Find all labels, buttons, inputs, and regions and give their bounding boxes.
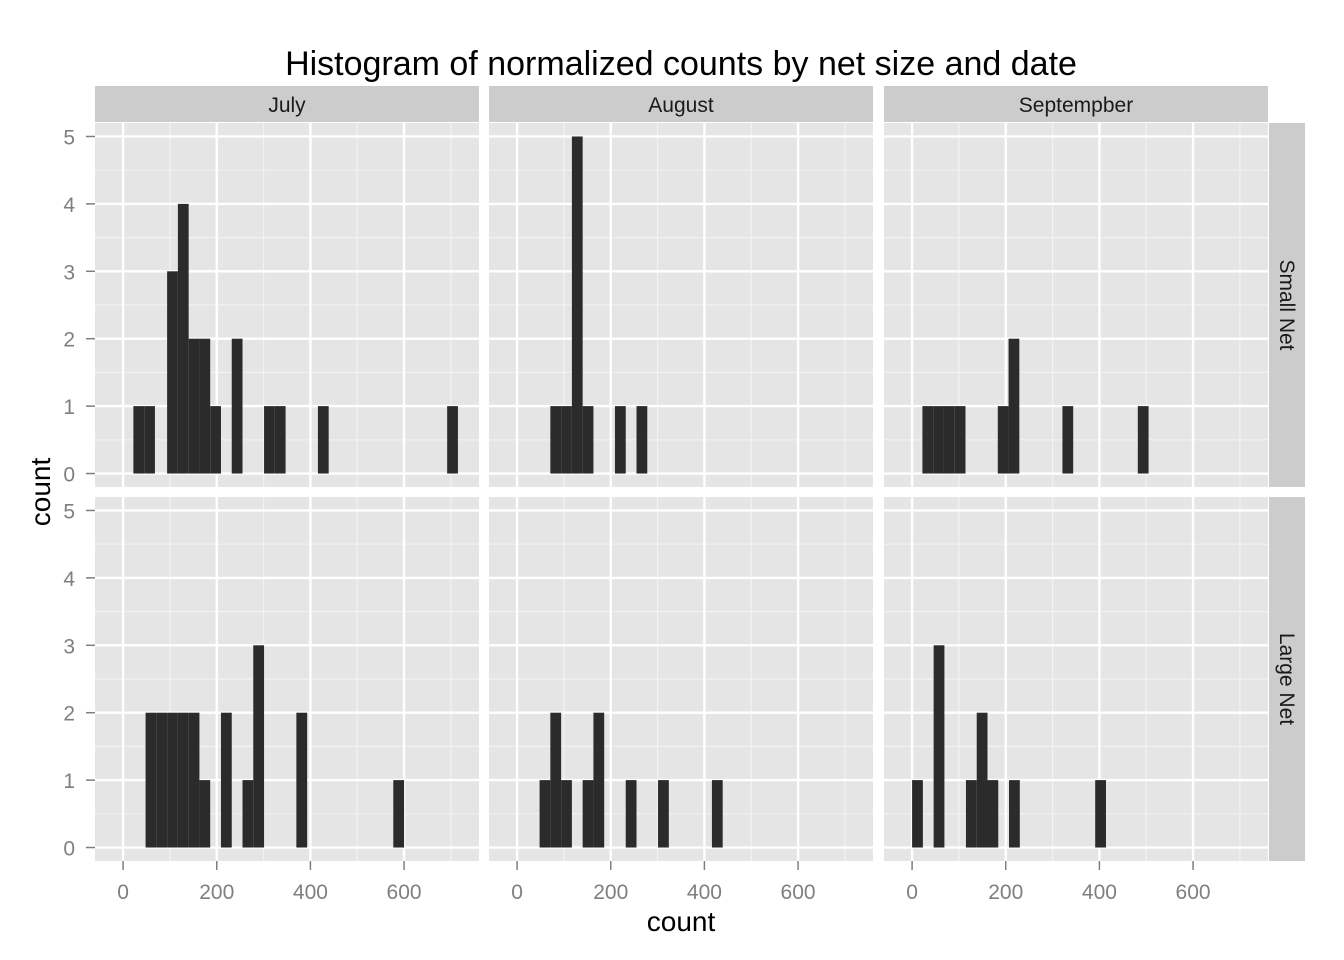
histogram-bar (1062, 406, 1074, 474)
histogram-bar (943, 406, 955, 474)
x-tick-label: 200 (593, 881, 628, 904)
x-tick-label: 400 (1082, 881, 1117, 904)
x-tick-label: 0 (511, 881, 523, 904)
histogram-bar (156, 712, 168, 848)
histogram-bar (144, 406, 155, 474)
histogram-bar (1009, 780, 1020, 848)
histogram-bar (933, 645, 945, 848)
histogram-bar (231, 338, 243, 474)
histogram-bar (561, 406, 572, 474)
histogram-bar (954, 406, 966, 474)
x-tick-label: 200 (199, 881, 234, 904)
histogram-bar (593, 712, 605, 848)
y-tick-label: 3 (63, 261, 75, 284)
row-strip (1269, 497, 1305, 861)
histogram-bar (933, 406, 944, 474)
histogram-bar (167, 271, 178, 474)
histogram-bar (539, 780, 551, 848)
y-tick-label: 4 (63, 568, 75, 591)
histogram-bar (133, 406, 145, 474)
x-axis-title: count (647, 906, 716, 937)
column-strip-label: August (648, 94, 714, 117)
histogram-bar (658, 780, 669, 848)
y-tick-label: 1 (63, 770, 75, 793)
histogram-bar (614, 406, 626, 474)
column-strip (95, 86, 479, 122)
y-tick-label: 1 (63, 396, 75, 419)
y-tick-label: 4 (63, 194, 75, 217)
histogram-bar (550, 712, 562, 848)
histogram-bar (177, 203, 189, 474)
facet-panel (884, 497, 1268, 861)
x-tick-label: 600 (781, 881, 816, 904)
histogram-bar (296, 712, 308, 848)
y-tick-label: 2 (63, 703, 75, 726)
histogram-bar (912, 780, 923, 848)
histogram-bar (188, 338, 200, 474)
histogram-bar (145, 712, 157, 848)
histogram-bar (220, 712, 232, 848)
x-tick-label: 0 (906, 881, 918, 904)
y-tick-label: 5 (63, 126, 75, 149)
x-tick-label: 0 (117, 881, 129, 904)
histogram-bar (210, 406, 221, 474)
y-tick-label: 3 (63, 635, 75, 658)
column-strip (884, 86, 1268, 122)
histogram-bar (199, 780, 211, 848)
y-tick-label: 5 (63, 500, 75, 523)
histogram-bar (188, 712, 200, 848)
histogram-bar (997, 406, 1009, 474)
x-tick-label: 200 (988, 881, 1023, 904)
histogram-bar (393, 780, 405, 848)
facet-panel (489, 497, 873, 861)
histogram-bar (274, 406, 286, 474)
histogram-bar (253, 645, 265, 848)
facet-panel (489, 123, 873, 487)
x-tick-label: 600 (387, 881, 422, 904)
histogram-bar (582, 780, 594, 848)
histogram-bar (550, 406, 562, 474)
histogram-bar (317, 406, 329, 474)
facet-panels: July August Septempber Small Net Large Net 0 1… (63, 86, 1305, 904)
histogram-bar (1137, 406, 1149, 474)
x-tick-label: 600 (1176, 881, 1211, 904)
histogram-bar (167, 712, 178, 848)
x-tick-label: 400 (293, 881, 328, 904)
histogram-bar (447, 406, 458, 474)
histogram-bar (636, 406, 648, 474)
chart-title: Histogram of normalized counts by net si… (285, 45, 1077, 83)
column-strip (489, 86, 873, 122)
column-strip-label: July (268, 94, 306, 117)
histogram-bar (965, 780, 977, 848)
histogram-bar (976, 712, 988, 848)
histogram-bar (625, 780, 637, 848)
facet-panel (95, 497, 479, 861)
facet-panel (884, 123, 1268, 487)
histogram-bar (922, 406, 934, 474)
histogram-bar (711, 780, 723, 848)
y-axis-title: count (25, 458, 56, 527)
histogram-bar (1008, 338, 1020, 474)
histogram-bar (561, 780, 572, 848)
y-tick-label: 2 (63, 329, 75, 352)
histogram-bar (264, 406, 275, 474)
column-strip-label: Septempber (1019, 94, 1133, 117)
facet-panel (95, 123, 479, 487)
histogram-bar (199, 338, 211, 474)
row-strip (1269, 123, 1305, 487)
y-tick-label: 0 (63, 838, 75, 861)
histogram-bar (571, 136, 583, 474)
y-tick-label: 0 (63, 464, 75, 487)
histogram-bar (242, 780, 254, 848)
histogram-bar (1095, 780, 1106, 848)
x-tick-label: 400 (687, 881, 722, 904)
row-strip-label: Small Net (1275, 259, 1298, 350)
histogram-bar (987, 780, 999, 848)
histogram-bar (177, 712, 189, 848)
row-strip-label: Large Net (1275, 633, 1298, 725)
histogram-bar (582, 406, 594, 474)
